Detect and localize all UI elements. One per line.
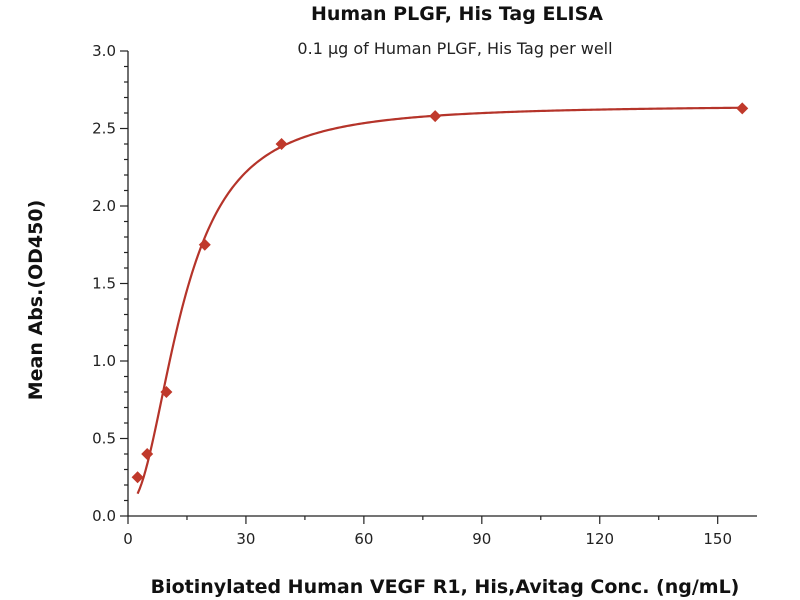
data-point [736,102,749,115]
chart-subtitle: 0.1 μg of Human PLGF, His Tag per well [297,39,612,58]
x-tick-label: 150 [703,530,732,548]
fit-curve [136,106,743,495]
y-ticks: 0.0 0.5 1.0 1.5 2.0 2.5 3.0 [92,42,128,525]
y-tick-label: 2.0 [92,197,116,215]
data-point [429,110,442,123]
y-tick-label: 1.0 [92,352,116,370]
y-axis-label: Mean Abs.(OD450) [25,200,47,401]
y-tick-label: 0.0 [92,507,116,525]
data-point [131,471,144,484]
data-points [131,102,749,484]
x-tick-label: 90 [472,530,491,548]
data-point [160,386,173,398]
y-tick-label: 0.5 [92,430,116,448]
data-point [198,238,211,251]
x-tick-label: 30 [236,530,255,548]
x-tick-label: 0 [123,530,133,548]
data-point [141,448,154,460]
x-ticks: 0 30 60 90 120 150 [123,516,732,548]
y-tick-label: 2.5 [92,120,116,138]
data-point [275,138,288,150]
x-tick-label: 120 [585,530,614,548]
x-tick-label: 60 [354,530,373,548]
x-axis-label: Biotinylated Human VEGF R1, His,Avitag C… [151,576,740,598]
y-tick-label: 3.0 [92,42,116,60]
y-tick-label: 1.5 [92,275,116,293]
chart-title: Human PLGF, His Tag ELISA [311,3,603,25]
